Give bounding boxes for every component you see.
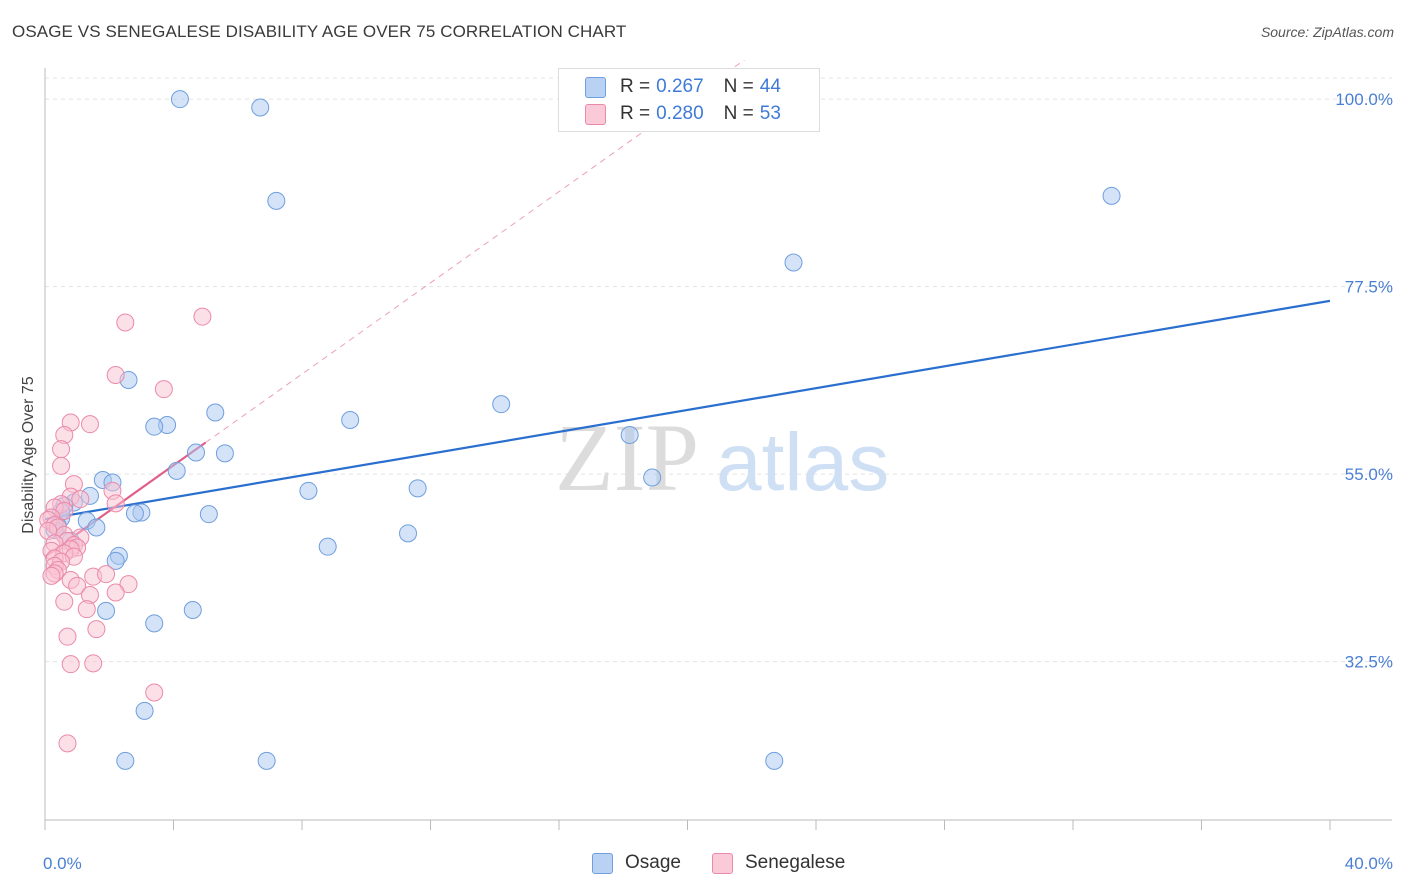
series-legend: Osage Senegalese	[0, 852, 1406, 878]
senegalese-point	[55, 592, 74, 611]
osage-point	[199, 505, 218, 524]
osage-point	[765, 751, 784, 770]
senegalese-point	[145, 683, 164, 702]
osage-point	[492, 395, 511, 414]
watermark: ZIP atlas	[555, 404, 889, 511]
legend-n-label: N =	[723, 103, 754, 124]
y-tick-label: 55.0%	[1345, 465, 1393, 484]
senegalese-swatch	[712, 852, 733, 874]
osage-point	[186, 443, 205, 462]
osage-point	[318, 537, 337, 556]
senegalese-point	[106, 583, 125, 602]
axes	[44, 68, 1392, 830]
osage-point	[183, 601, 202, 619]
osage-point	[643, 468, 662, 487]
legend-r-label: R =	[620, 103, 651, 124]
senegalese-point	[42, 566, 61, 585]
osage-point	[97, 601, 116, 620]
osage-point	[399, 524, 418, 543]
legend-osage-label: Osage	[625, 852, 681, 873]
legend-item-osage[interactable]: Osage	[592, 852, 681, 874]
senegalese-point	[71, 490, 90, 509]
osage-swatch	[592, 852, 613, 874]
source-label: Source: ZipAtlas.com	[1260, 24, 1394, 40]
osage-point	[251, 98, 270, 117]
legend-item-senegalese[interactable]: Senegalese	[712, 852, 845, 874]
x-tick-label-min: 0.0%	[43, 854, 82, 873]
osage-swatch	[585, 76, 606, 98]
legend-n-value: 53	[759, 103, 781, 124]
osage-point	[206, 403, 225, 422]
osage-point	[87, 518, 106, 537]
legend-n-label: N =	[723, 76, 754, 97]
data-points	[39, 90, 1121, 770]
senegalese-point	[87, 620, 106, 639]
y-tick-label: 77.5%	[1345, 278, 1393, 297]
trend-line-senegalese	[205, 60, 746, 443]
legend-r-value: 0.267	[656, 76, 704, 97]
correlation-legend: R = 0.267 N = 44 R = 0.280 N = 53	[558, 68, 820, 132]
senegalese-point	[97, 565, 116, 584]
osage-point	[620, 426, 639, 444]
y-tick-label: 100.0%	[1335, 90, 1393, 109]
legend-row-osage: R = 0.267 N = 44	[585, 75, 781, 99]
senegalese-point	[58, 734, 77, 753]
y-tick-label: 32.5%	[1345, 653, 1393, 672]
osage-point	[135, 701, 154, 720]
watermark-zip: ZIP	[555, 404, 699, 511]
senegalese-point	[84, 654, 103, 673]
senegalese-point	[154, 380, 173, 399]
senegalese-point	[68, 576, 87, 595]
senegalese-point	[106, 494, 125, 513]
osage-point	[257, 751, 276, 770]
trend-line-osage	[45, 299, 1330, 521]
osage-point	[145, 417, 164, 436]
osage-point	[408, 479, 427, 498]
osage-point	[267, 191, 286, 210]
osage-point	[167, 461, 186, 480]
legend-senegalese-label: Senegalese	[745, 852, 846, 873]
legend-row-senegalese: R = 0.280 N = 53	[585, 102, 781, 126]
x-tick-label-max: 40.0%	[1345, 854, 1393, 873]
osage-point	[299, 481, 318, 500]
osage-point	[784, 253, 803, 272]
osage-point	[341, 411, 360, 429]
chart-title: OSAGE VS SENEGALESE DISABILITY AGE OVER …	[12, 22, 627, 41]
senegalese-point	[116, 313, 135, 332]
senegalese-swatch	[585, 103, 606, 125]
senegalese-point	[77, 600, 96, 619]
senegalese-point	[119, 575, 138, 594]
y-axis-label: Disability Age Over 75	[20, 376, 37, 534]
axis-labels: 32.5% 55.0% 77.5% 100.0% 0.0% 40.0% Disability…	[20, 90, 1393, 873]
osage-point	[215, 444, 234, 463]
senegalese-point	[58, 627, 77, 646]
senegalese-point	[80, 415, 99, 434]
osage-point	[170, 90, 189, 109]
legend-n-value: 44	[759, 76, 781, 97]
senegalese-point	[106, 366, 125, 384]
osage-point	[116, 751, 135, 770]
gridlines	[45, 77, 1392, 663]
senegalese-point	[193, 307, 212, 326]
legend-r-label: R =	[620, 76, 651, 97]
senegalese-point	[52, 440, 71, 459]
osage-point	[1102, 186, 1121, 205]
osage-point	[145, 614, 164, 633]
senegalese-point	[61, 655, 80, 674]
legend-r-value: 0.280	[656, 103, 704, 124]
watermark-atlas: atlas	[716, 417, 889, 508]
osage-point	[125, 504, 144, 523]
senegalese-point	[52, 456, 71, 475]
osage-point	[106, 551, 125, 570]
